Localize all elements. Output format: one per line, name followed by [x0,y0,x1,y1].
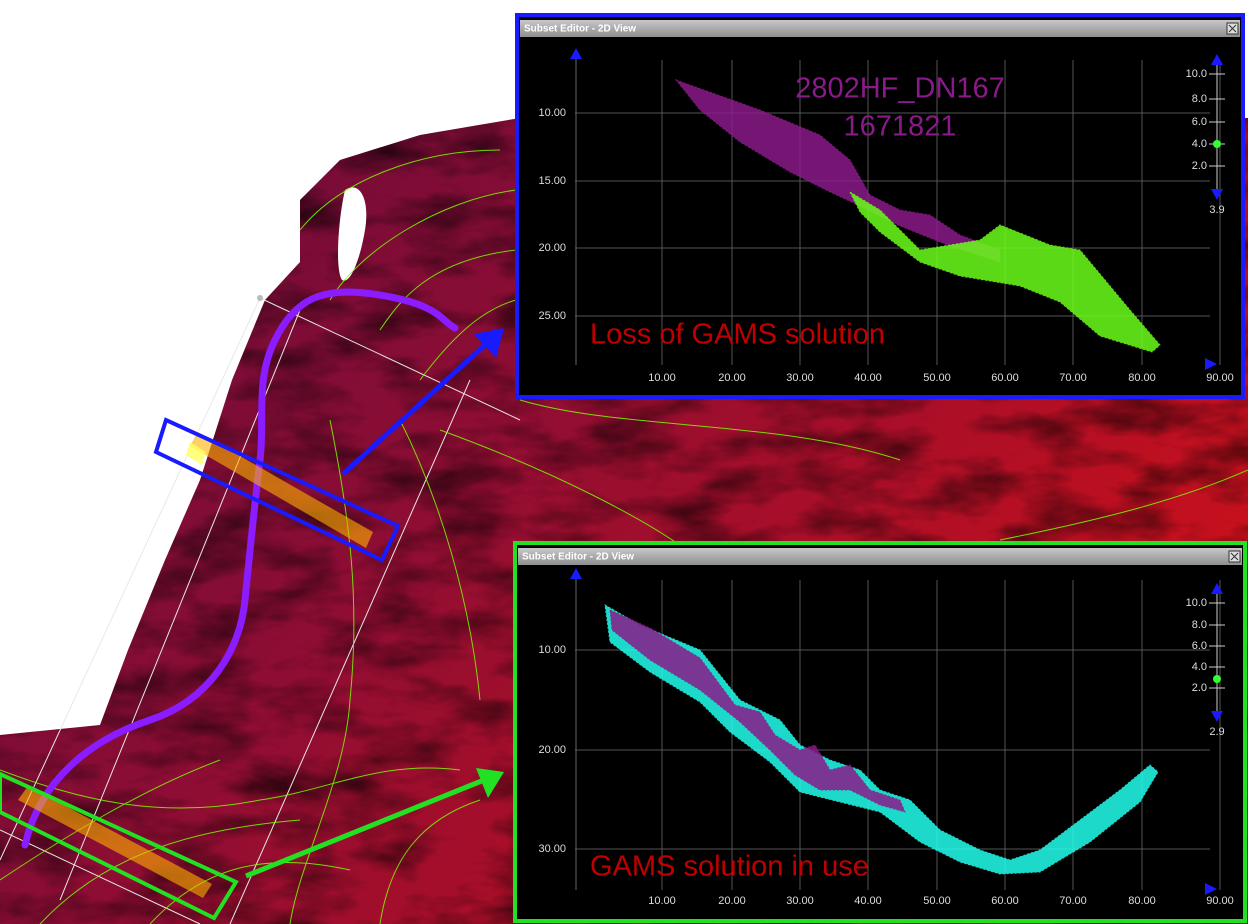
slider-tick-label: 10.0 [1186,68,1207,80]
x-tick-label: 10.00 [648,372,676,384]
slider-handle[interactable] [1213,675,1221,683]
vertex [257,295,263,301]
x-tick-label: 20.00 [718,372,746,384]
slider-value: 3.9 [1209,204,1224,216]
x-tick-label: 50.00 [923,372,951,384]
y-tick-label: 30.00 [538,843,566,855]
x-tick-label: 40.00 [854,895,882,907]
x-tick-label: 60.00 [991,372,1019,384]
y-tick-label: 20.00 [538,242,566,254]
y-tick-label: 10.00 [538,644,566,656]
x-tick-label: 30.00 [786,895,814,907]
slider-tick-label: 2.0 [1192,682,1207,694]
slider-tick-label: 4.0 [1192,661,1207,673]
slider-tick-label: 6.0 [1192,640,1207,652]
y-tick-label: 15.00 [538,175,566,187]
y-tick-label: 10.00 [538,107,566,119]
x-tick-label: 70.00 [1059,372,1087,384]
line-name: 2802HF_DN167 [795,73,1005,105]
slider-tick-label: 2.0 [1192,160,1207,172]
slider-tick-label: 10.0 [1186,597,1207,609]
caption: Loss of GAMS solution [590,319,885,351]
x-tick-label: 90.00 [1206,372,1234,384]
x-tick-label: 30.00 [786,372,814,384]
x-tick-label: 40.00 [854,372,882,384]
x-tick-label: 70.00 [1059,895,1087,907]
x-tick-label: 80.00 [1128,895,1156,907]
slider-tick-label: 8.0 [1192,93,1207,105]
x-tick-label: 80.00 [1128,372,1156,384]
x-tick-label: 50.00 [923,895,951,907]
slider-value: 2.9 [1209,726,1224,738]
subset-editor-window: Subset Editor - 2D View 10.00 15.00 20.00 25… [517,15,1243,397]
window-title: Subset Editor - 2D View [522,552,634,563]
slider-tick-label: 4.0 [1192,138,1207,150]
subset-editor-window: Subset Editor - 2D View 10.00 20.00 30.00 10… [515,543,1245,921]
x-tick-label: 90.00 [1206,895,1234,907]
line-number: 1671821 [844,111,957,143]
slider-tick-label: 6.0 [1192,116,1207,128]
slider-handle[interactable] [1213,140,1221,148]
y-tick-label: 25.00 [538,310,566,322]
x-tick-label: 20.00 [718,895,746,907]
y-tick-label: 20.00 [538,744,566,756]
caption: GAMS solution in use [590,851,869,883]
x-tick-label: 10.00 [648,895,676,907]
screenshot: Subset Editor - 2D View 10.00 15.00 20.00 25… [0,0,1248,924]
x-tick-label: 60.00 [991,895,1019,907]
page: Subset Editor - 2D View 10.00 15.00 20.00 25… [0,0,1248,924]
window-title: Subset Editor - 2D View [524,24,636,35]
slider-tick-label: 8.0 [1192,619,1207,631]
